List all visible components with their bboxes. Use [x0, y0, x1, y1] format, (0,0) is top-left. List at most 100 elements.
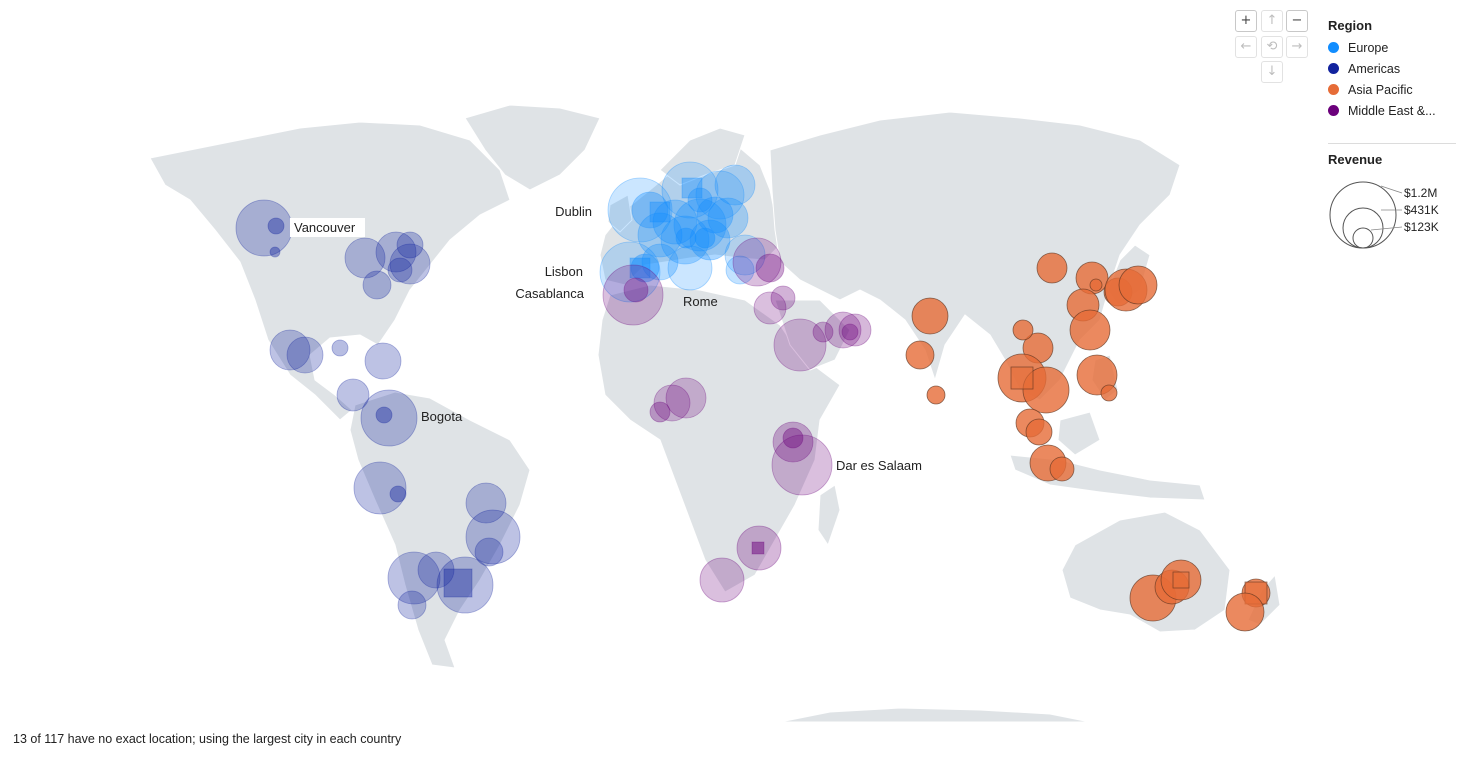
location-bubble[interactable] [602, 264, 664, 326]
location-bubble[interactable] [1100, 384, 1118, 402]
pan-right-button[interactable]: → [1286, 36, 1308, 58]
location-bubble[interactable] [607, 177, 673, 243]
location-square-marker[interactable] [1010, 366, 1034, 390]
location-bubble[interactable] [696, 196, 734, 234]
pan-left-button[interactable]: ← [1235, 36, 1257, 58]
location-bubble[interactable] [269, 329, 311, 371]
location-bubble[interactable] [694, 227, 716, 249]
location-bubble[interactable] [1025, 418, 1053, 446]
pan-down-button[interactable]: ↓ [1261, 61, 1283, 83]
size-legend: $1.2M $431K $123K [1329, 181, 1439, 249]
location-bubble[interactable] [364, 342, 402, 380]
location-square-marker[interactable] [681, 177, 703, 199]
location-bubble[interactable] [387, 257, 413, 283]
location-square-marker[interactable] [443, 568, 473, 598]
location-bubble[interactable] [755, 253, 785, 283]
location-bubble[interactable] [772, 421, 814, 463]
location-bubble[interactable] [714, 164, 756, 206]
location-bubble[interactable] [436, 556, 494, 614]
location-bubble[interactable] [389, 243, 431, 285]
city-label: Dar es Salaam [836, 458, 922, 473]
land-madagascar [817, 484, 841, 547]
location-bubble[interactable] [771, 434, 833, 496]
location-bubble[interactable] [1022, 366, 1070, 414]
location-bubble[interactable] [269, 246, 281, 258]
location-bubble[interactable] [753, 291, 787, 325]
location-bubble[interactable] [661, 161, 719, 219]
location-bubble[interactable] [344, 237, 386, 279]
location-bubble[interactable] [331, 339, 349, 357]
location-bubble[interactable] [782, 427, 804, 449]
location-bubble[interactable] [267, 217, 285, 235]
location-bubble[interactable] [707, 197, 749, 239]
pan-up-button[interactable]: ↑ [1261, 10, 1283, 32]
location-bubble[interactable] [695, 170, 745, 220]
location-bubble[interactable] [389, 485, 407, 503]
location-bubble[interactable] [1225, 592, 1265, 632]
location-bubble[interactable] [673, 198, 727, 252]
location-bubble[interactable] [649, 401, 671, 423]
location-square-marker[interactable] [751, 541, 765, 555]
location-bubble[interactable] [637, 212, 683, 258]
location-square-marker[interactable] [629, 257, 651, 279]
location-bubble[interactable] [773, 318, 827, 372]
location-bubble[interactable] [641, 243, 679, 281]
location-bubble[interactable] [396, 231, 424, 259]
location-bubble[interactable] [1118, 265, 1158, 305]
location-bubble[interactable] [732, 237, 782, 287]
location-bubble[interactable] [667, 245, 713, 291]
location-bubble[interactable] [630, 253, 660, 283]
location-bubble[interactable] [652, 199, 698, 245]
location-bubble[interactable] [838, 313, 872, 347]
location-bubble[interactable] [465, 509, 521, 565]
location-bubble[interactable] [824, 311, 862, 349]
location-bubble[interactable] [623, 277, 649, 303]
location-bubble[interactable] [387, 551, 441, 605]
location-bubble[interactable] [1089, 278, 1103, 292]
location-bubble[interactable] [812, 321, 834, 343]
reset-view-button[interactable]: ⟲ [1261, 36, 1283, 58]
location-bubble[interactable] [474, 537, 504, 567]
location-bubble[interactable] [336, 378, 370, 412]
bubble-layer[interactable] [235, 161, 1271, 632]
location-bubble[interactable] [926, 385, 946, 405]
location-bubble[interactable] [841, 323, 859, 341]
location-bubble[interactable] [360, 389, 418, 447]
legend-dot [1328, 42, 1339, 53]
zoom-in-button[interactable]: + [1235, 10, 1257, 32]
location-bubble[interactable] [631, 191, 669, 229]
legend-item-americas[interactable]: Americas [1328, 58, 1458, 79]
legend-item-asia-pacific[interactable]: Asia Pacific [1328, 79, 1458, 100]
location-bubble[interactable] [905, 340, 935, 370]
location-bubble[interactable] [770, 285, 796, 311]
location-square-marker[interactable] [1172, 571, 1190, 589]
location-bubble[interactable] [687, 187, 713, 213]
location-bubble[interactable] [286, 336, 324, 374]
location-bubble[interactable] [1069, 309, 1111, 351]
location-bubble[interactable] [665, 377, 707, 419]
zoom-out-button[interactable]: − [1286, 10, 1308, 32]
location-bubble[interactable] [675, 227, 697, 249]
location-bubble[interactable] [599, 241, 661, 303]
location-bubble[interactable] [660, 215, 710, 265]
location-bubble[interactable] [417, 551, 455, 589]
location-bubble[interactable] [353, 461, 407, 515]
location-bubble[interactable] [375, 231, 417, 273]
legend-item-middle-east[interactable]: Middle East &... [1328, 100, 1458, 121]
location-bubble[interactable] [653, 384, 691, 422]
location-bubble[interactable] [375, 406, 393, 424]
location-bubble[interactable] [1012, 319, 1034, 341]
location-bubble[interactable] [724, 234, 766, 276]
location-square-marker[interactable] [649, 201, 671, 223]
location-bubble[interactable] [699, 557, 745, 603]
location-bubble[interactable] [1036, 252, 1068, 284]
location-bubble[interactable] [689, 219, 731, 261]
legend-item-europe[interactable]: Europe [1328, 37, 1458, 58]
location-bubble[interactable] [362, 270, 392, 300]
location-bubble[interactable] [465, 482, 507, 524]
location-bubble[interactable] [1049, 456, 1075, 482]
location-bubble[interactable] [911, 297, 949, 335]
location-bubble[interactable] [397, 590, 427, 620]
location-bubble[interactable] [725, 255, 755, 285]
